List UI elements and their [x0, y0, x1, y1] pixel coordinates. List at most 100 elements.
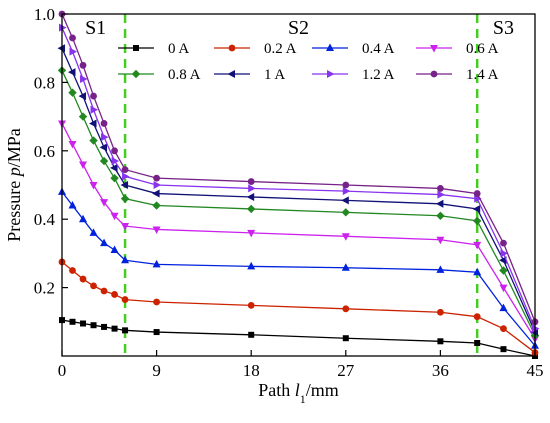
x-tick-label: 36 — [432, 361, 449, 380]
data-point — [248, 331, 255, 338]
data-point — [499, 303, 508, 312]
series-5 — [57, 66, 540, 340]
legend-label: 1 A — [264, 67, 285, 83]
series-2 — [58, 258, 539, 356]
data-point — [247, 261, 256, 270]
data-point — [153, 298, 161, 306]
data-point — [111, 291, 118, 298]
data-point — [89, 228, 98, 236]
data-point — [68, 201, 77, 209]
data-point — [111, 157, 120, 166]
y-axis-title: Pressure p/MPa — [4, 128, 24, 242]
x-axis-title-var: l — [295, 380, 300, 400]
data-point — [79, 61, 87, 69]
data-point — [100, 287, 108, 295]
series-8 — [58, 10, 539, 326]
legend-label: 0.6 A — [466, 41, 499, 57]
legend-label: 0 A — [168, 41, 189, 57]
legend-marker — [430, 45, 438, 53]
legend-label: 0.2 A — [264, 41, 297, 57]
axes-group: 0 9 18 27 36 45 0.2 0.4 0.6 0.8 1.0 — [34, 5, 544, 380]
data-point — [499, 284, 508, 293]
data-point — [89, 182, 98, 190]
data-point — [69, 267, 76, 274]
series-line — [61, 47, 536, 333]
data-point — [153, 174, 161, 182]
legend-marker — [326, 43, 334, 51]
data-point — [153, 181, 162, 189]
data-point — [436, 236, 445, 245]
legend-label: 1.4 A — [466, 67, 499, 83]
data-point — [248, 184, 256, 193]
data-point — [80, 74, 88, 83]
data-point — [500, 239, 507, 247]
series-line — [61, 261, 536, 354]
data-point — [341, 208, 350, 217]
legend-item-4: 0.6 A — [416, 41, 499, 57]
data-point — [500, 249, 508, 258]
x-tick-label: 45 — [527, 361, 544, 380]
plot-frame — [61, 13, 536, 357]
data-point — [100, 199, 109, 207]
series-group — [57, 10, 540, 359]
data-point — [436, 265, 445, 273]
x-axis-title-sub: 1 — [300, 392, 306, 406]
data-point — [341, 263, 350, 271]
data-point — [120, 194, 130, 203]
data-point — [342, 181, 350, 189]
data-point — [247, 178, 255, 185]
data-point — [342, 305, 350, 313]
data-point — [500, 325, 507, 333]
series-6 — [57, 44, 538, 337]
legend-item-5: 0.8 A — [118, 67, 201, 83]
data-point — [78, 92, 87, 101]
data-point — [110, 212, 119, 221]
data-point — [437, 190, 445, 199]
data-point — [120, 181, 129, 189]
legend-marker — [327, 70, 335, 78]
y-tick-label: 0.2 — [34, 279, 55, 298]
x-tick-label: 0 — [58, 361, 67, 380]
data-point — [153, 329, 160, 336]
data-point — [89, 136, 98, 145]
data-point — [111, 325, 118, 332]
data-point — [473, 190, 481, 197]
x-axis-title-prefix: Path — [258, 380, 295, 400]
data-point — [121, 223, 130, 231]
x-tick-label: 27 — [337, 361, 355, 380]
legend-marker — [430, 70, 438, 78]
data-point — [99, 156, 109, 166]
data-point — [79, 161, 88, 169]
data-point — [121, 296, 129, 303]
data-point — [473, 313, 481, 321]
data-point — [246, 192, 255, 201]
legend-item-6: 1 A — [214, 67, 285, 83]
legend-label: 0.8 A — [168, 67, 201, 83]
data-point — [68, 68, 76, 77]
x-tick-label: 18 — [243, 361, 260, 380]
legend: 0 A 0.2 A 0.4 A 0.6 A 0.8 A 1 A 1.2 A 1.4 A — [118, 41, 499, 83]
data-point — [342, 187, 351, 196]
data-point — [79, 275, 87, 283]
legend-marker — [228, 44, 236, 52]
series-line — [61, 319, 536, 357]
data-point — [69, 34, 76, 42]
region-label-s2: S2 — [288, 17, 309, 39]
data-point — [532, 324, 540, 333]
region-boundaries: S1 S2 S3 — [85, 14, 514, 356]
x-axis-title-suffix: /mm — [306, 380, 339, 400]
legend-item-8: 1.4 A — [416, 67, 499, 83]
series-1 — [59, 317, 538, 359]
legend-item-7: 1.2 A — [312, 67, 395, 83]
data-point — [341, 196, 349, 205]
data-point — [247, 204, 256, 214]
series-line — [61, 70, 536, 336]
data-point — [68, 88, 77, 97]
data-point — [59, 23, 67, 32]
data-point — [500, 346, 507, 353]
data-point — [152, 201, 161, 210]
data-point — [472, 216, 482, 226]
data-point — [101, 323, 108, 330]
data-point — [57, 44, 65, 53]
data-point — [474, 340, 481, 347]
